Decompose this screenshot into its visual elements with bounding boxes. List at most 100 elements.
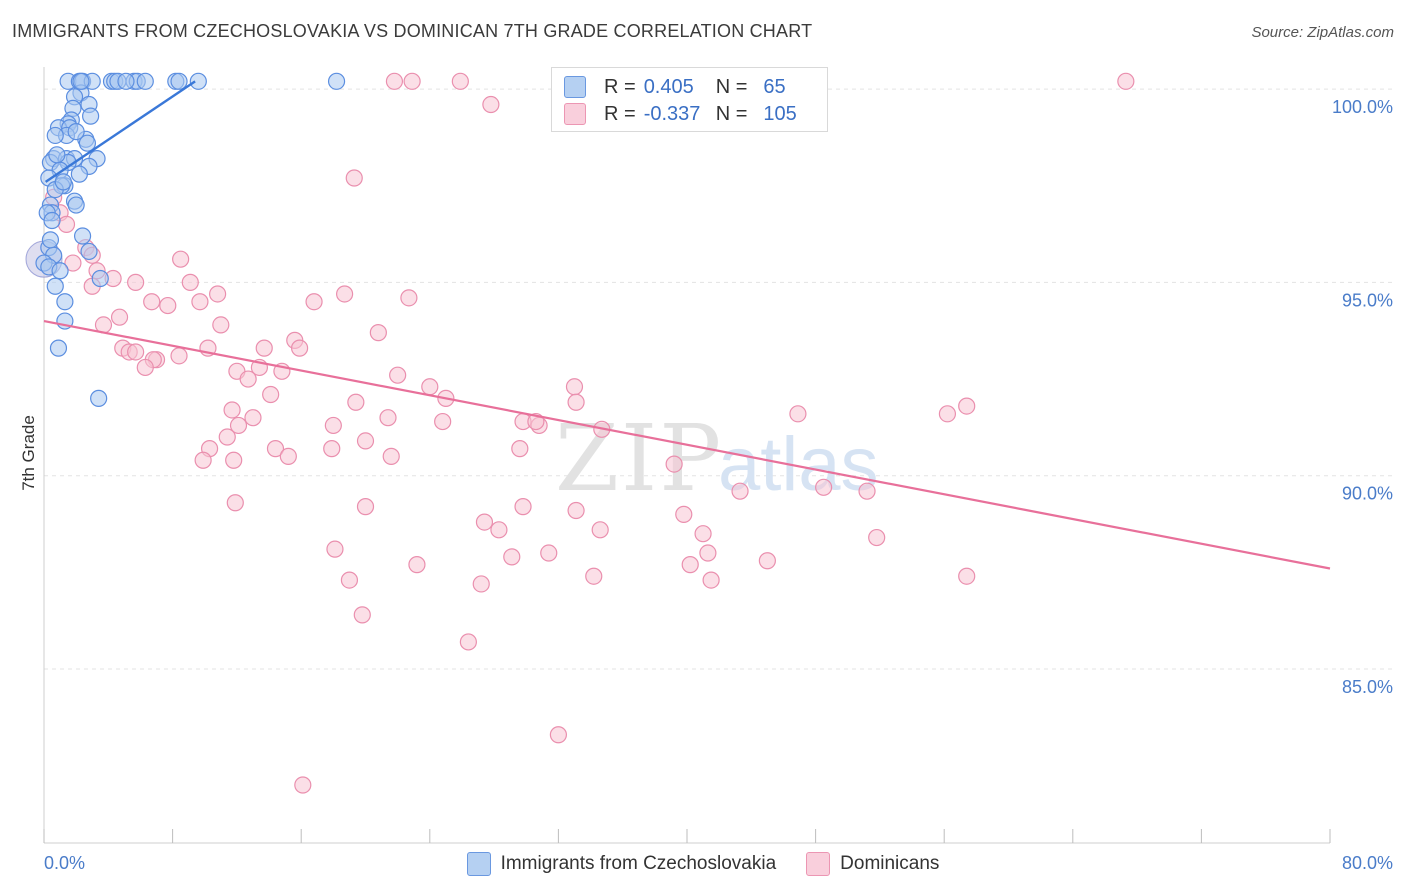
dominican-point [194,451,212,469]
dominican-point [475,513,494,531]
legend-row-czechoslovakia: R = 0.405 N = 65 [564,75,786,99]
legend-item-dominicans[interactable]: Dominicans [806,852,939,876]
czechoslovakia-point [91,269,109,288]
dominican-point [340,571,359,589]
dominican-point [136,358,154,377]
n-value: 105 [763,102,797,125]
legend-label: Immigrants from Czechoslovakia [500,853,777,874]
dominican-point [191,293,209,311]
dominican-point [958,567,976,585]
n-value: 65 [763,75,786,98]
dominican-point [567,501,585,520]
czechoslovakia-point [70,165,88,183]
dominican-point [209,285,227,303]
dominican-point [356,432,375,450]
legend-item-czechoslovakia[interactable]: Immigrants from Czechoslovakia [466,852,777,876]
czechoslovakia-point [170,72,188,90]
watermark-zip: ZIP [555,405,723,512]
tick-labels: 85.0% 90.0% 95.0% 100.0% 0.0% 80.0% [44,97,1393,873]
czechoslovakia-point [48,146,66,164]
dominican-point [279,447,297,465]
dominican-point [290,339,309,357]
czechoslovakia-point [67,196,85,214]
dominican-point [324,416,342,435]
dominican-point [514,498,532,516]
czechoslovakia-point [72,72,90,90]
y-tick-label: 95.0% [1342,290,1393,310]
czechoslovakia-point [80,242,98,261]
dominican-point [694,525,712,543]
czechoslovakia-point [46,126,64,145]
czechoslovakia-point [67,122,85,141]
dominican-point [591,521,609,539]
y-tick-label: 90.0% [1342,484,1393,504]
dominican-point [675,505,693,523]
dominican-point [255,339,273,357]
pink-swatch-icon [806,852,831,876]
dominican-point [225,451,243,469]
dominican-point [758,552,776,570]
dominican-point [434,412,452,431]
y-tick-label: 100.0% [1332,97,1393,117]
blue-swatch-icon [564,76,586,98]
r-label: R = [604,75,636,98]
dominican-point [336,285,354,303]
czechoslovakia-point [136,72,154,90]
trend-lines [43,80,1331,570]
dominican-point [482,95,500,114]
dominican-point [385,72,404,90]
dominican-point [451,72,469,90]
legend-row-dominicans: R = -0.337 N = 105 [564,102,797,126]
dominican-point [731,482,749,500]
dominican-point [127,343,145,361]
dominican-point [57,215,76,233]
r-label: R = [604,102,636,125]
dominican-point [218,428,236,446]
blue-swatch-icon [466,852,491,876]
dominican-point [127,273,145,291]
dominican-point [681,556,699,574]
dominican-point [702,571,720,589]
dominican-point [181,273,199,291]
dominican-point [382,447,400,465]
czechoslovakia-point [117,72,135,90]
chart-title: IMMIGRANTS FROM CZECHOSLOVAKIA VS DOMINI… [12,21,813,41]
n-label: N = [715,75,748,98]
czechoslovakia-point [49,339,68,357]
dominican-point [815,478,833,496]
dominican-point [858,482,876,500]
dominican-point [585,567,603,585]
czechoslovakia-point [46,277,64,295]
dominican-point [421,378,439,396]
czechoslovakia-point [56,293,74,311]
czechoslovakia-points [25,72,346,407]
dominican-point [868,528,886,547]
series-legend: Immigrants from Czechoslovakia Dominican… [0,852,1406,876]
dominican-point [1117,72,1135,90]
dominican-point [369,324,387,342]
dominican-trend-line [43,319,1331,570]
dominican-point [226,494,244,512]
dominican-point [389,366,407,384]
dominican-point [323,440,341,458]
dominican-point [408,556,426,574]
x-tick-label: 80.0% [1342,853,1393,873]
dominican-point [549,726,568,744]
axes: 7th Grade [19,67,1331,844]
dominican-point [403,72,421,90]
n-label: N = [715,102,748,125]
dominican-point [159,296,177,315]
dominican-point [64,254,82,272]
dominican-point [262,385,280,404]
dominican-point [239,370,257,388]
dominican-point [459,633,477,651]
dominican-point [490,521,508,539]
dominican-point [400,289,418,307]
dominican-point [266,440,285,458]
dominican-point [223,401,241,419]
czechoslovakia-point [78,134,97,152]
dominican-point [170,347,188,365]
legend-label: Dominicans [840,853,940,874]
czechoslovakia-point [43,211,61,230]
